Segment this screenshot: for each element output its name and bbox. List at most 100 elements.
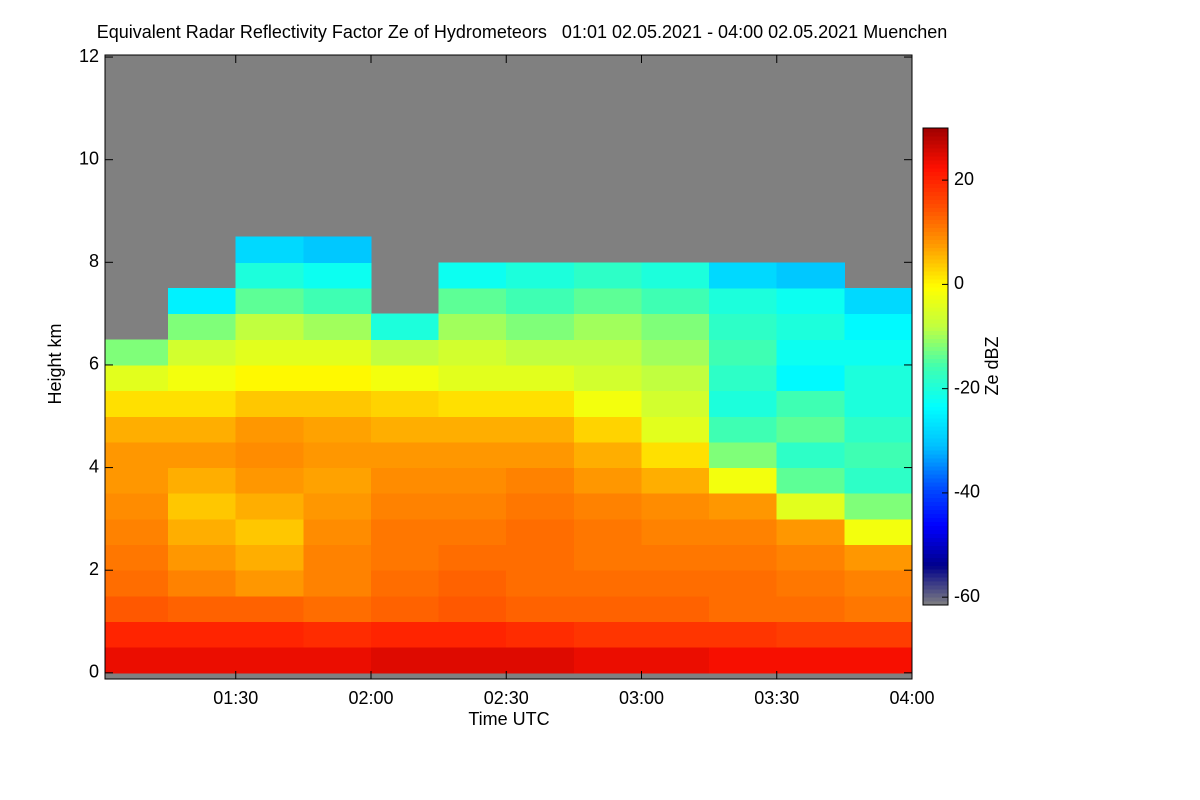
colorbar-step	[923, 453, 948, 459]
heatmap-cell	[235, 621, 304, 648]
heatmap-cell	[303, 621, 372, 648]
heatmap-cell	[105, 647, 169, 674]
colorbar-step	[923, 231, 948, 236]
heatmap-cell	[235, 262, 304, 289]
heatmap-cell	[105, 441, 169, 469]
colorbar-step	[923, 243, 948, 248]
heatmap-cell	[235, 570, 304, 597]
colorbar-step	[923, 402, 948, 407]
colorbar-step	[923, 561, 948, 566]
colorbar-step	[923, 517, 948, 523]
colorbar-step	[923, 247, 948, 252]
colorbar-step	[923, 434, 948, 439]
heatmap-cell	[303, 518, 372, 546]
colorbar-tick-label: -60	[954, 586, 980, 606]
colorbar-frame	[922, 127, 949, 606]
colorbar-step	[923, 310, 948, 316]
colorbar-step	[923, 457, 948, 463]
heatmap-cell	[776, 621, 845, 648]
x-tick-label: 01:30	[213, 688, 258, 708]
heatmap-cell	[776, 339, 845, 366]
colorbar-step	[923, 330, 948, 336]
colorbar-step	[923, 565, 948, 570]
x-tick-label: 02:30	[484, 688, 529, 708]
heatmap-cell	[844, 595, 913, 623]
heatmap-cell	[235, 364, 304, 392]
colorbar-step	[923, 267, 948, 272]
colorbar-step	[923, 171, 948, 177]
colorbar-step	[923, 298, 948, 304]
colorbar-step	[923, 473, 948, 479]
colorbar-step	[923, 287, 948, 292]
heatmap-cell	[235, 493, 304, 520]
colorbar-step	[923, 557, 948, 562]
heatmap-cell	[641, 570, 710, 597]
heatmap-cell	[641, 339, 710, 366]
heatmap-cell	[709, 364, 778, 392]
colorbar-step	[923, 338, 948, 344]
colorbar-step	[923, 235, 948, 240]
heatmap-cell	[168, 595, 237, 623]
colorbar-step	[923, 362, 948, 367]
heatmap-cell	[506, 416, 575, 443]
colorbar-step	[923, 545, 948, 550]
colorbar-step	[923, 414, 948, 419]
heatmap-cell	[105, 621, 169, 648]
heatmap-cell	[573, 595, 642, 623]
heatmap-cell	[776, 570, 845, 597]
heatmap-cell	[641, 262, 710, 289]
colorbar-step	[923, 430, 948, 435]
heatmap-cell	[506, 493, 575, 520]
heatmap-cell	[641, 621, 710, 648]
heatmap-cell	[506, 339, 575, 366]
colorbar-step	[923, 418, 948, 423]
heatmap-cell	[235, 416, 304, 443]
heatmap-cell	[844, 390, 913, 417]
heatmap-cell	[506, 262, 575, 289]
colorbar-step	[923, 283, 948, 288]
heatmap-cell	[506, 518, 575, 546]
heatmap-cell	[303, 570, 372, 597]
heatmap-cell	[573, 364, 642, 392]
heatmap-cell	[438, 595, 507, 623]
heatmap-cell	[776, 493, 845, 520]
colorbar-step	[923, 426, 948, 431]
heatmap-cell	[844, 647, 913, 674]
y-tick-label: 6	[89, 354, 99, 374]
heatmap-cell	[370, 441, 440, 469]
heatmap-cell	[438, 621, 507, 648]
colorbar-step	[923, 382, 948, 387]
heatmap-cell	[168, 313, 237, 340]
heatmap-cell	[235, 236, 304, 263]
heatmap-cell	[168, 570, 237, 597]
colorbar-tick-label: -20	[954, 377, 980, 397]
colorbar-step	[923, 533, 948, 538]
heatmap-cell	[438, 262, 507, 289]
heatmap-cell	[235, 467, 304, 494]
heatmap-cell	[573, 518, 642, 546]
heatmap-cell	[370, 390, 440, 417]
heatmap-cell	[844, 518, 913, 546]
colorbar-step	[923, 259, 948, 264]
heatmap-cell	[641, 467, 710, 494]
heatmap-cell	[105, 416, 169, 443]
plot-frame	[104, 54, 913, 680]
colorbar-step	[923, 302, 948, 308]
heatmap-cell	[303, 647, 372, 674]
heatmap-cell	[776, 262, 845, 289]
y-tick-label: 4	[89, 456, 99, 476]
colorbar-step	[923, 370, 948, 375]
heatmap-cell	[303, 364, 372, 392]
colorbar-step	[923, 461, 948, 467]
colorbar-step	[923, 501, 948, 507]
heatmap-cell	[370, 518, 440, 546]
heatmap-cell	[709, 544, 778, 571]
heatmap-cell	[573, 647, 642, 674]
heatmap-cell	[438, 467, 507, 494]
heatmap-cell	[573, 339, 642, 366]
colorbar-tick-label: 20	[954, 169, 974, 189]
heatmap-cell	[168, 518, 237, 546]
heatmap-cell	[709, 467, 778, 494]
colorbar-step	[923, 410, 948, 415]
heatmap-cell	[641, 493, 710, 520]
